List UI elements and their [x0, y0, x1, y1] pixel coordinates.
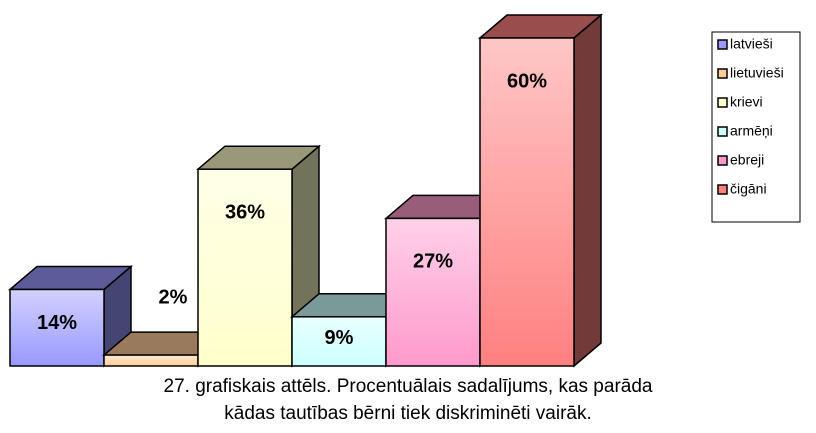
legend-label: ebreji — [730, 152, 764, 168]
data-label: 60% — [507, 70, 547, 92]
data-label: 2% — [159, 286, 188, 308]
legend-label: lietuvieši — [730, 65, 784, 81]
bar — [477, 13, 604, 368]
bar — [7, 264, 134, 368]
bar-side — [573, 13, 602, 368]
legend-swatch — [717, 97, 728, 108]
legend-label: krievi — [730, 94, 763, 110]
bar-front — [197, 168, 293, 367]
data-label: 27% — [413, 251, 453, 273]
data-label: 36% — [225, 201, 265, 223]
legend-swatch — [717, 68, 728, 79]
legend-label: čigāni — [730, 181, 767, 197]
bar-front — [103, 354, 199, 367]
bar-front — [479, 37, 575, 367]
legend-swatch — [717, 39, 728, 50]
legend-label: armēņi — [730, 123, 773, 139]
caption: kādas tautības bērni tiek diskriminēti v… — [224, 403, 592, 424]
bar-front — [385, 217, 481, 367]
legend-swatch — [717, 155, 728, 166]
legend-swatch — [717, 184, 728, 195]
data-label: 14% — [37, 312, 77, 334]
bar-front — [9, 288, 105, 367]
data-label: 9% — [325, 327, 354, 349]
caption: 27. grafiskais attēls. Procentuālais sad… — [164, 376, 653, 397]
legend-swatch — [717, 126, 728, 137]
legend-label: latvieši — [730, 36, 773, 52]
